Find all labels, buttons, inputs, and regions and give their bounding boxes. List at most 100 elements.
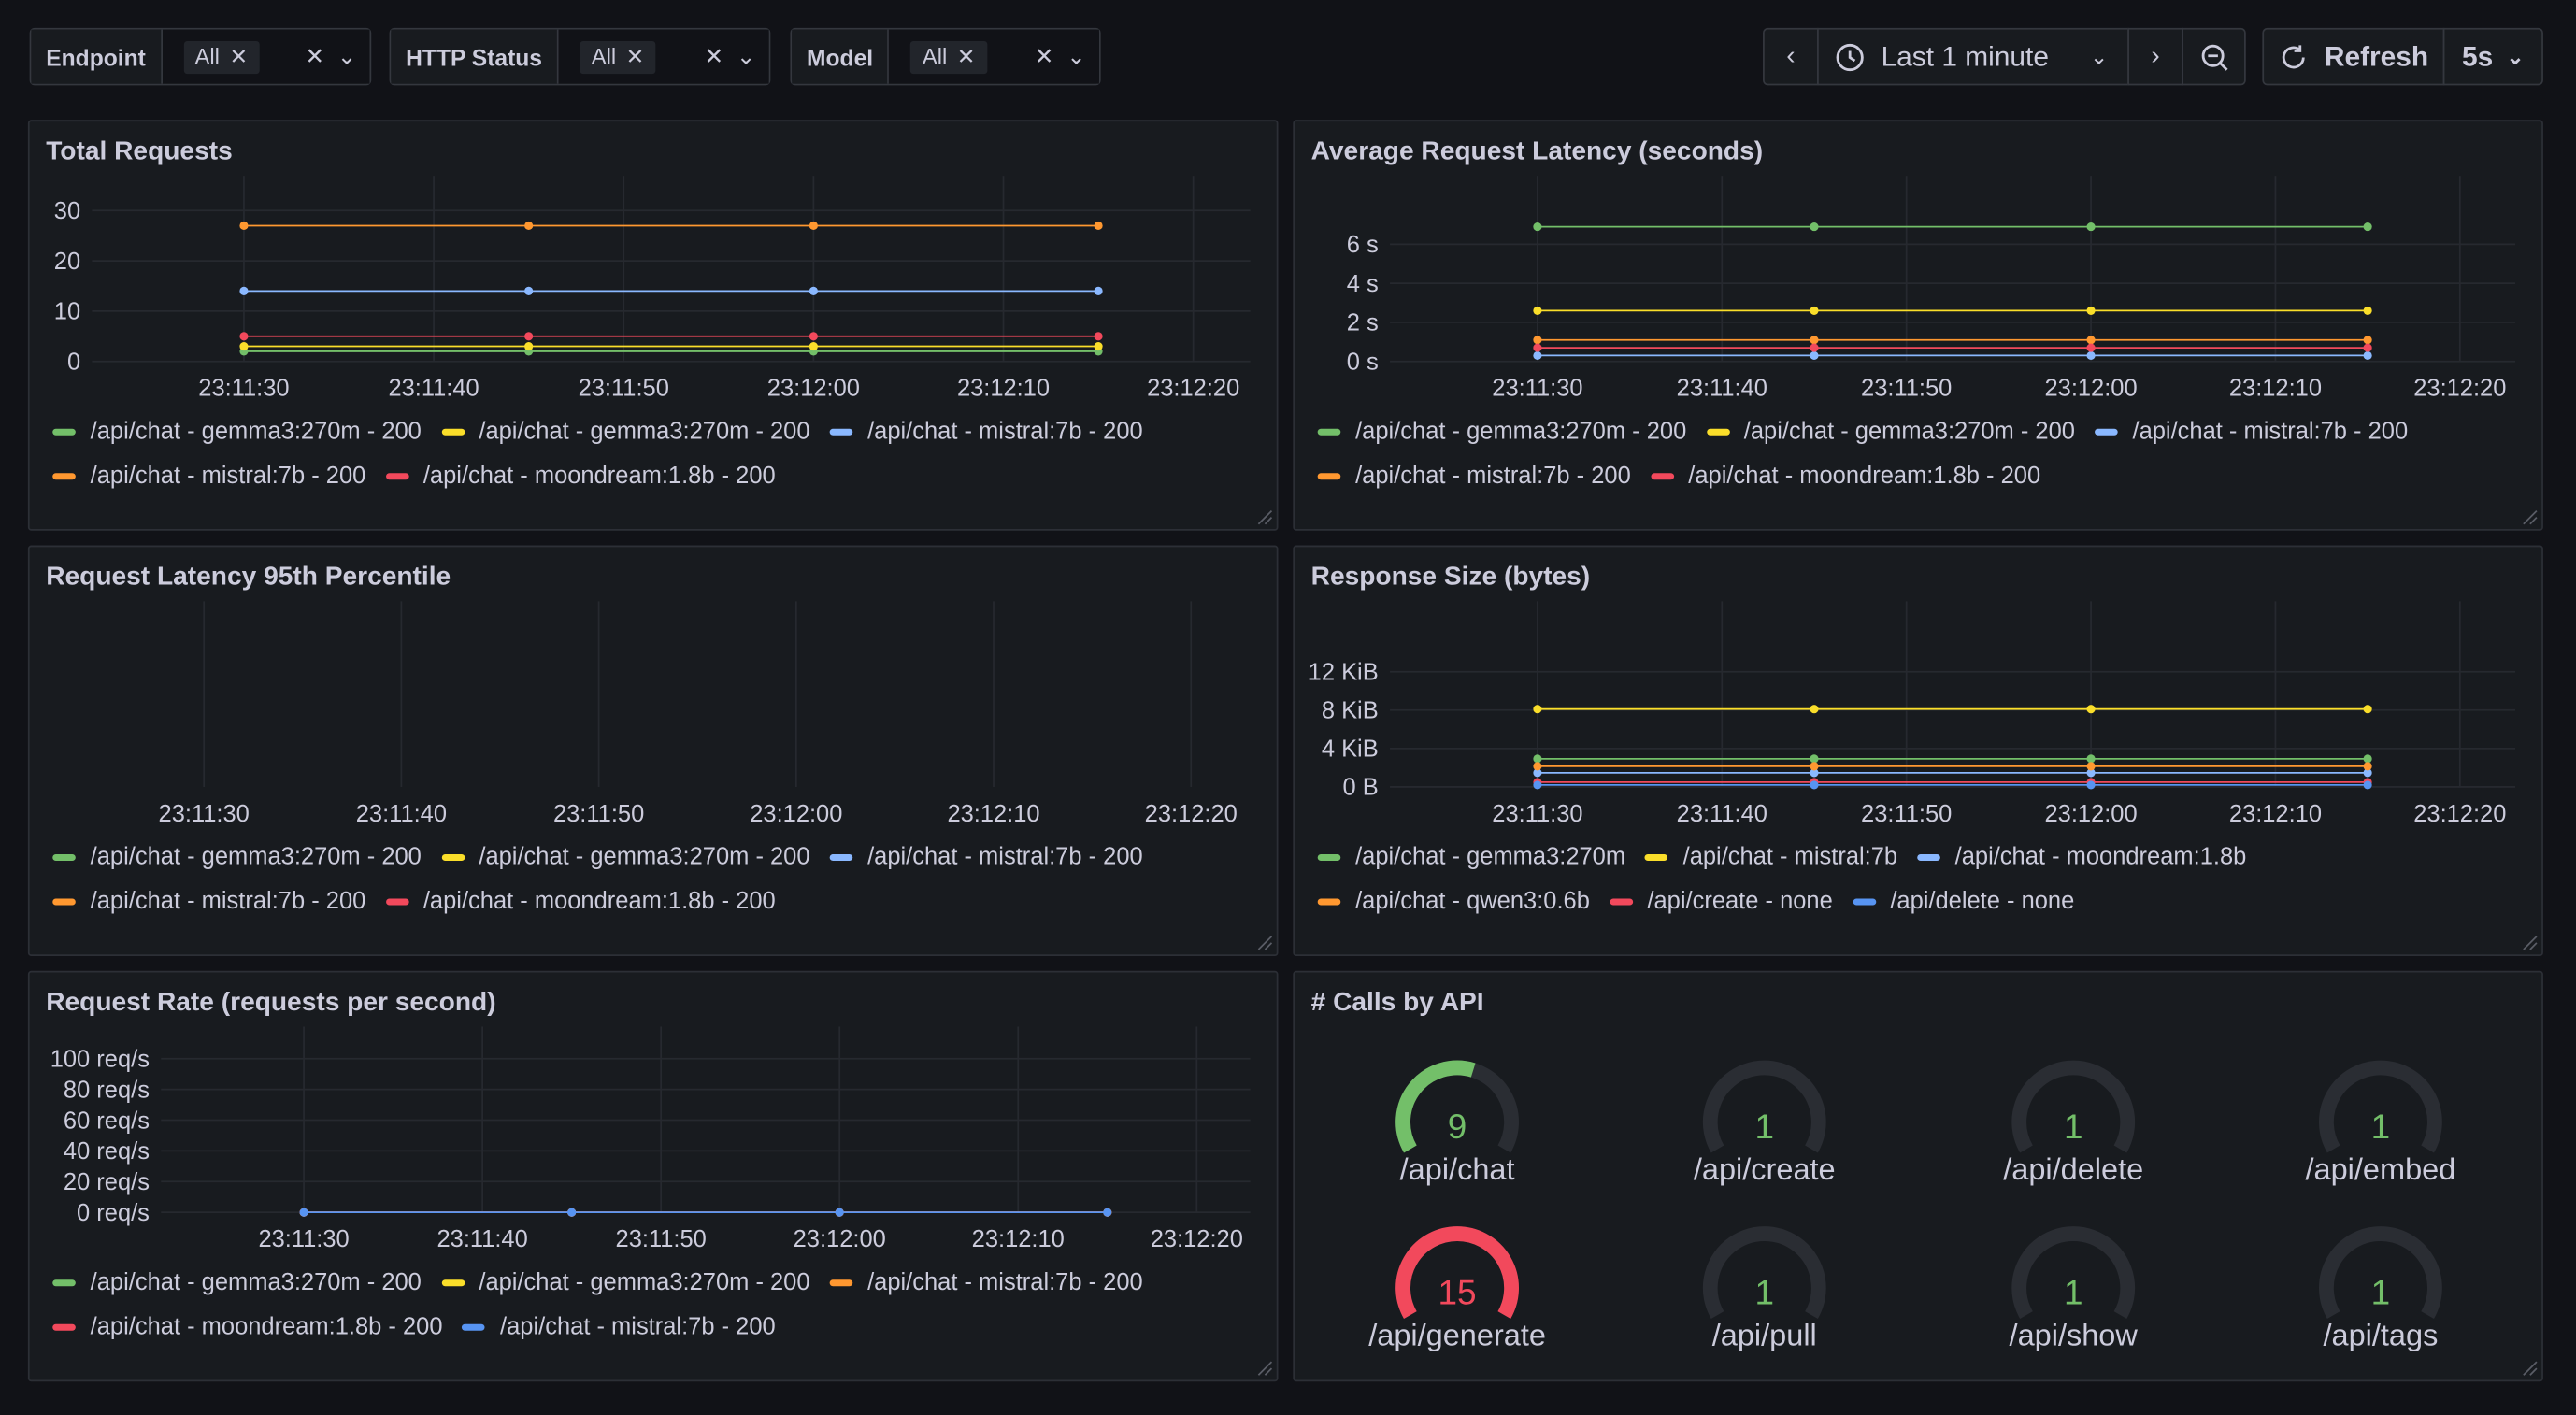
legend-item[interactable]: /api/delete - none: [1853, 887, 2074, 917]
legend-label: /api/chat - mistral:7b - 200: [91, 889, 366, 915]
filter-value[interactable]: All✕✕ ⌄: [559, 30, 769, 84]
data-point: [2086, 307, 2095, 315]
time-picker[interactable]: Last 1 minute⌄: [1817, 28, 2129, 86]
data-point: [1533, 754, 1541, 763]
legend-swatch: [52, 473, 76, 479]
legend-item[interactable]: /api/chat - moondream:1.8b - 200: [1651, 462, 2040, 492]
y-tick-label: 6 s: [1347, 232, 1379, 258]
x-tick-label: 23:11:30: [198, 376, 289, 402]
filter-status[interactable]: HTTP Status All✕✕ ⌄: [390, 28, 771, 86]
legend-item[interactable]: /api/chat - mistral:7b - 200: [52, 462, 365, 492]
legend-label: /api/chat - gemma3:270m - 200: [479, 419, 809, 445]
legend-label: /api/chat - gemma3:270m - 200: [91, 419, 422, 445]
legend-item[interactable]: /api/chat - gemma3:270m - 200: [1318, 417, 1687, 447]
legend-item[interactable]: /api/chat - moondream:1.8b - 200: [385, 887, 775, 917]
legend-label: /api/chat - gemma3:270m - 200: [479, 1270, 809, 1296]
filter-model[interactable]: Model All✕✕ ⌄: [790, 28, 1100, 86]
chip-text: All: [195, 44, 220, 68]
refresh-button[interactable]: Refresh: [2262, 28, 2444, 86]
gauge-label: /api/create: [1694, 1152, 1836, 1186]
x-tick-label: 23:12:20: [2413, 801, 2506, 827]
legend-item[interactable]: /api/chat - gemma3:270m - 200: [1706, 417, 2075, 447]
legend-swatch: [52, 854, 76, 861]
refresh-interval[interactable]: 5s⌄: [2443, 28, 2543, 86]
data-point: [1810, 705, 1818, 713]
y-tick-label: 30: [54, 198, 80, 224]
legend-item[interactable]: /api/chat - mistral:7b - 200: [52, 887, 365, 917]
legend-label: /api/chat - mistral:7b - 200: [867, 844, 1143, 870]
legend-item[interactable]: /api/chat - gemma3:270m - 200: [52, 1268, 422, 1298]
resize-handle: [2522, 509, 2539, 526]
data-point: [524, 342, 533, 350]
gauge-value: 1: [2064, 1108, 2083, 1146]
legend-item[interactable]: /api/chat - moondream:1.8b - 200: [52, 1312, 442, 1342]
time-forward[interactable]: ›: [2127, 28, 2183, 86]
legend-item[interactable]: /api/chat - mistral:7b - 200: [830, 417, 1143, 447]
data-point: [1810, 344, 1818, 352]
filter-value[interactable]: All✕✕ ⌄: [890, 30, 1099, 84]
data-point: [1095, 342, 1103, 350]
chip[interactable]: All✕: [911, 40, 987, 73]
y-tick-label: 100 req/s: [50, 1047, 150, 1073]
y-tick-label: 20: [54, 249, 80, 275]
legend-item[interactable]: /api/chat - gemma3:270m - 200: [52, 417, 422, 447]
legend-swatch: [1610, 898, 1633, 905]
legend: /api/chat - gemma3:270m - 200/api/chat -…: [1318, 417, 2517, 491]
legend-item[interactable]: /api/chat - moondream:1.8b - 200: [385, 462, 775, 492]
legend-swatch: [830, 854, 853, 861]
legend-item[interactable]: /api/chat - mistral:7b - 200: [463, 1312, 776, 1342]
data-point: [2364, 307, 2372, 315]
legend-item[interactable]: /api/chat - mistral:7b - 200: [830, 843, 1143, 873]
legend-item[interactable]: /api/chat - gemma3:270m - 200: [441, 417, 810, 447]
legend-item[interactable]: /api/chat - moondream:1.8b: [1917, 843, 2246, 873]
legend-item[interactable]: /api/chat - qwen3:0.6b: [1318, 887, 1590, 917]
data-point: [300, 1208, 308, 1217]
resize-mark: [1258, 936, 1271, 950]
x-tick-label: 23:11:50: [616, 1226, 707, 1252]
resize-handle: [1257, 1360, 1274, 1377]
chip[interactable]: All✕: [580, 40, 655, 73]
zoom-out[interactable]: [2182, 28, 2246, 86]
y-tick-label: 0: [67, 349, 80, 375]
legend-swatch: [385, 473, 408, 479]
legend-item[interactable]: /api/create - none: [1610, 887, 1833, 917]
legend-item[interactable]: /api/chat - mistral:7b - 200: [1318, 462, 1631, 492]
legend-item[interactable]: /api/chat - gemma3:270m - 200: [441, 843, 810, 873]
y-tick-label: 40 req/s: [64, 1138, 150, 1165]
legend: /api/chat - gemma3:270m - 200/api/chat -…: [52, 1268, 1252, 1342]
panel: Request Latency 95th Percentile23:11:302…: [28, 546, 1279, 956]
x-tick-label: 23:11:40: [388, 376, 479, 402]
x-tick-label: 23:12:20: [1151, 1226, 1243, 1252]
data-point: [2364, 222, 2372, 231]
gauge-value: 15: [1438, 1274, 1477, 1312]
data-point: [1533, 222, 1541, 231]
data-point: [2086, 344, 2095, 352]
resize-handle: [2522, 1360, 2539, 1377]
y-tick-label: 20 req/s: [64, 1169, 150, 1195]
chip-text: All: [923, 44, 947, 68]
legend-item[interactable]: /api/chat - gemma3:270m - 200: [52, 843, 422, 873]
chip[interactable]: All✕: [183, 40, 259, 73]
time-back[interactable]: ‹: [1763, 28, 1819, 86]
legend-item[interactable]: /api/chat - mistral:7b: [1645, 843, 1897, 873]
x-tick-label: 23:12:10: [2229, 801, 2322, 827]
data-point: [1095, 222, 1103, 230]
legend-item[interactable]: /api/chat - mistral:7b - 200: [830, 1268, 1143, 1298]
data-point: [2086, 705, 2095, 713]
y-tick-label: 60 req/s: [64, 1108, 150, 1134]
legend-label: /api/chat - gemma3:270m - 200: [91, 1270, 422, 1296]
legend-swatch: [52, 429, 76, 436]
filter-endpoint[interactable]: Endpoint All✕✕ ⌄: [30, 28, 372, 86]
data-point: [1103, 1208, 1111, 1217]
legend-item[interactable]: /api/chat - mistral:7b - 200: [2095, 417, 2408, 447]
filter-label: Endpoint: [31, 30, 162, 84]
filter-value[interactable]: All✕✕ ⌄: [162, 30, 369, 84]
gauge-label: /api/pull: [1712, 1319, 1817, 1352]
legend-item[interactable]: /api/chat - gemma3:270m - 200: [441, 1268, 810, 1298]
legend-swatch: [1318, 473, 1341, 479]
x-tick-label: 23:12:00: [2044, 376, 2137, 402]
gauge-label: /api/show: [2010, 1319, 2139, 1352]
legend-item[interactable]: /api/chat - gemma3:270m: [1318, 843, 1625, 873]
legend-label: /api/chat - gemma3:270m - 200: [1355, 419, 1686, 445]
